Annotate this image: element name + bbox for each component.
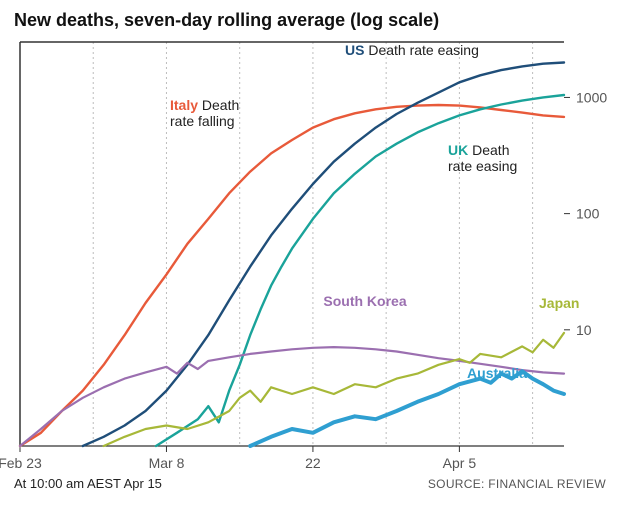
- svg-text:Australia: Australia: [467, 365, 527, 381]
- series-south-korea: [20, 347, 564, 446]
- series-us: [83, 63, 564, 447]
- annotation-us: US Death rate easing: [345, 42, 479, 58]
- source-label: SOURCE: FINANCIAL REVIEW: [428, 477, 606, 491]
- svg-text:100: 100: [576, 206, 600, 222]
- svg-text:Japan: Japan: [539, 295, 579, 311]
- annotation-australia: Australia: [467, 365, 527, 381]
- annotation-south-korea: South Korea: [323, 293, 406, 309]
- annotation-uk: UK Deathrate easing: [448, 142, 517, 174]
- chart-title: New deaths, seven-day rolling average (l…: [14, 10, 439, 31]
- plot-area: 10 100 1000 Feb 23 Mar 8 22 Apr 5 Italy Deathra…: [0, 0, 620, 501]
- svg-text:10: 10: [576, 322, 592, 338]
- annotation-japan: Japan: [539, 295, 579, 311]
- chart-figure: New deaths, seven-day rolling average (l…: [0, 0, 620, 501]
- timestamp-label: At 10:00 am AEST Apr 15: [14, 476, 162, 491]
- svg-text:UK Deathrate easing: UK Deathrate easing: [448, 142, 517, 174]
- svg-text:1000: 1000: [576, 89, 607, 105]
- svg-text:Italy Deathrate falling: Italy Deathrate falling: [170, 97, 239, 129]
- svg-text:South Korea: South Korea: [323, 293, 406, 309]
- series-japan: [104, 333, 564, 446]
- svg-text:Feb 23: Feb 23: [0, 455, 42, 471]
- svg-text:Mar 8: Mar 8: [149, 455, 185, 471]
- series-australia: [250, 371, 564, 446]
- svg-text:Apr 5: Apr 5: [443, 455, 477, 471]
- svg-text:22: 22: [305, 455, 321, 471]
- annotation-italy: Italy Deathrate falling: [170, 97, 239, 129]
- svg-text:US Death rate easing: US Death rate easing: [345, 42, 479, 58]
